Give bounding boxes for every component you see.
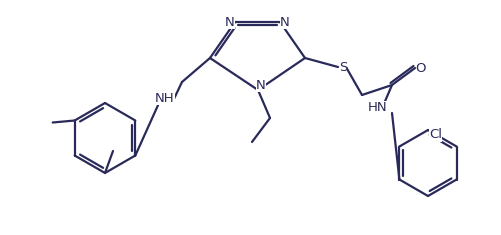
Text: N: N: [280, 16, 289, 28]
Text: Cl: Cl: [429, 129, 441, 141]
Text: NH: NH: [155, 91, 174, 105]
Text: HN: HN: [367, 101, 387, 114]
Text: S: S: [338, 60, 347, 74]
Text: N: N: [224, 16, 234, 28]
Text: O: O: [415, 62, 425, 74]
Text: N: N: [256, 78, 266, 91]
